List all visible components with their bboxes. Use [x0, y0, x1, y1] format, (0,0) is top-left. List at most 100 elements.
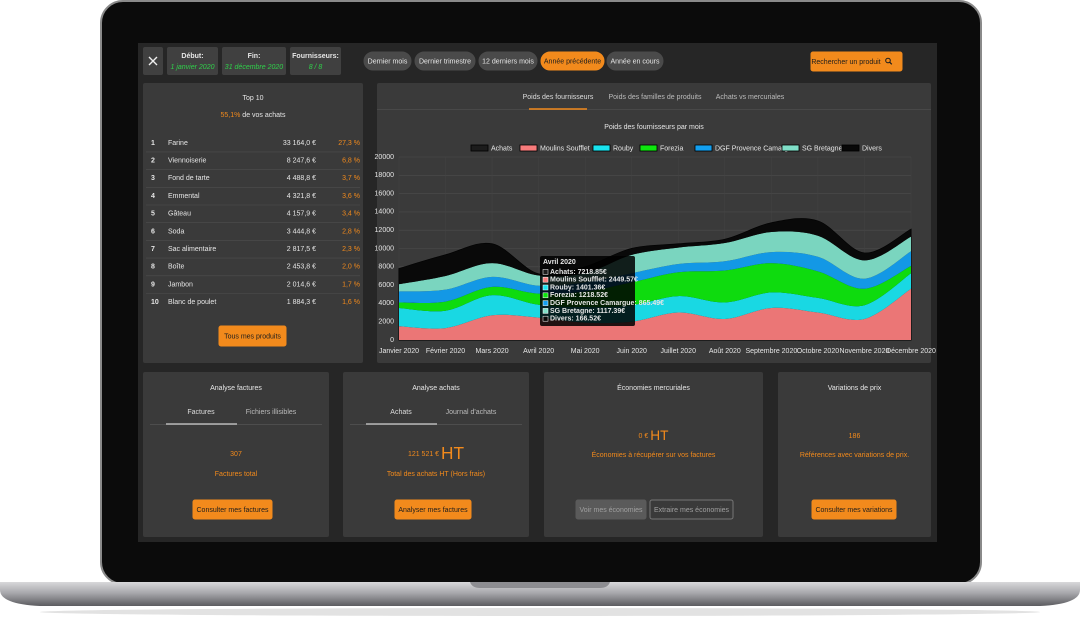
search-icon-handle[interactable]	[889, 61, 893, 65]
chart-tab[interactable]: Poids des familles de produits	[609, 94, 702, 101]
legend-swatch[interactable]	[519, 144, 538, 152]
card-tab[interactable]: Journal d'achats	[446, 409, 497, 416]
row-share: 1,7 %	[342, 281, 360, 288]
x-tick-label: Février 2020	[426, 348, 465, 355]
search-icon[interactable]	[885, 57, 891, 64]
filter-value: 8 / 8	[309, 64, 323, 71]
row-rank: 10	[151, 299, 159, 306]
legend-label: Rouby	[613, 145, 634, 152]
card-tab[interactable]: Factures	[166, 409, 237, 425]
card-button-bg[interactable]	[192, 499, 273, 520]
card-button[interactable]: Voir mes économies	[575, 499, 647, 520]
card-tab[interactable]: Fichiers illisibles	[246, 409, 297, 416]
y-tick-label: 6000	[378, 282, 394, 289]
card-value-number: 0 €	[639, 433, 649, 440]
chart-tab[interactable]: Achats vs mercuriales	[716, 94, 785, 101]
row-share: 3,6 %	[342, 193, 360, 200]
y-tick-label: 16000	[375, 190, 395, 197]
legend-item[interactable]: Rouby	[592, 144, 634, 152]
legend-swatch[interactable]	[781, 144, 800, 152]
tooltip-bg	[540, 256, 635, 326]
card	[143, 372, 329, 537]
chart-tab-label: Poids des fournisseurs	[523, 94, 594, 101]
card-caption: Références avec variations de prix.	[800, 452, 909, 459]
chart-tab-label: Poids des familles de produits	[609, 94, 702, 101]
tooltip-line: Moulins Soufflet: 2449.57€	[550, 277, 638, 284]
legend-label: Moulins Soufflet	[540, 145, 590, 152]
card-button-label: Consulter mes variations	[815, 507, 893, 514]
card-tab[interactable]: Achats	[366, 409, 437, 425]
period-button[interactable]: Dernier trimestre	[414, 51, 476, 71]
card-button[interactable]: Extraire mes économies	[649, 499, 734, 520]
row-rank: 2	[151, 158, 155, 165]
card-value: 307	[230, 451, 242, 458]
period-button[interactable]: Année précédente	[540, 51, 605, 71]
legend-swatch[interactable]	[470, 144, 489, 152]
legend-item[interactable]: DGF Provence Camargue	[694, 144, 796, 152]
card-button[interactable]: Consulter mes variations	[811, 499, 897, 520]
x-tick-label: Octobre 2020	[797, 348, 840, 355]
tooltip-line: Divers: 166.52€	[550, 316, 601, 323]
all-products-button-bg[interactable]	[218, 325, 287, 347]
row-share: 6,8 %	[342, 158, 360, 165]
period-button-label: Dernier mois	[368, 58, 408, 65]
close-button[interactable]	[143, 47, 163, 75]
row-name: Viennoiserie	[168, 158, 207, 165]
tooltip-line: Forezia: 1218.52€	[550, 292, 608, 299]
card-button-bg[interactable]	[811, 499, 897, 520]
card-button-bg[interactable]	[649, 499, 734, 520]
y-tick-label: 8000	[378, 264, 394, 271]
row-name: Soda	[168, 228, 184, 235]
period-button-bg[interactable]	[478, 51, 538, 71]
period-button[interactable]: Dernier mois	[363, 51, 412, 71]
close-icon[interactable]	[148, 56, 158, 66]
x-tick-label: Juillet 2020	[661, 348, 697, 355]
card-title: Variations de prix	[828, 385, 882, 392]
series-area	[399, 218, 911, 285]
card-button-label: Extraire mes économies	[654, 507, 730, 514]
row-rank: 8	[151, 264, 155, 271]
legend-swatch[interactable]	[841, 144, 860, 152]
search-button[interactable]: Rechercher un produit	[810, 51, 903, 72]
series-area	[399, 251, 911, 303]
period-button[interactable]: 12 derniers mois	[478, 51, 538, 71]
search-button-bg[interactable]	[810, 51, 903, 72]
period-button-bg[interactable]	[540, 51, 605, 71]
period-button-bg[interactable]	[363, 51, 412, 71]
legend-item[interactable]: Achats	[470, 144, 513, 152]
period-button-label: Dernier trimestre	[419, 58, 471, 65]
legend-item[interactable]: Forezia	[639, 144, 683, 152]
legend-swatch[interactable]	[639, 144, 658, 152]
card-button[interactable]: Consulter mes factures	[192, 499, 273, 520]
legend-swatch[interactable]	[694, 144, 713, 152]
legend-item[interactable]: SG Bretagne	[781, 144, 843, 152]
y-tick-label: 12000	[375, 227, 395, 234]
card-button-bg[interactable]	[394, 499, 472, 520]
card-tab-label: Fichiers illisibles	[246, 409, 297, 416]
period-button[interactable]: Année en cours	[606, 51, 664, 71]
legend-item[interactable]: Moulins Soufflet	[519, 144, 590, 152]
all-products-button[interactable]: Tous mes produits	[218, 325, 287, 347]
card-title: Analyse factures	[210, 385, 262, 392]
filter-label: Début:	[181, 53, 203, 60]
card-button-label: Consulter mes factures	[197, 507, 269, 514]
laptop-shadow	[40, 608, 1040, 616]
chart-tab[interactable]: Poids des fournisseurs	[523, 94, 594, 110]
card-value: 186	[849, 433, 861, 440]
period-button-bg[interactable]	[606, 51, 664, 71]
tooltip-swatch	[542, 269, 549, 275]
filter-label: Fournisseurs:	[292, 53, 339, 60]
top10-share-text: de vos achats	[242, 112, 286, 119]
period-button-bg[interactable]	[414, 51, 476, 71]
row-share: 3,7 %	[342, 175, 360, 182]
row-share: 2,0 %	[342, 264, 360, 271]
legend-swatch[interactable]	[592, 144, 611, 152]
tooltip-swatch	[542, 300, 549, 306]
card-button-bg[interactable]	[575, 499, 647, 520]
card-button[interactable]: Analyser mes factures	[394, 499, 472, 520]
tooltip-line: DGF Provence Camargue: 865.49€	[550, 300, 664, 307]
legend-item[interactable]: Divers	[841, 144, 882, 152]
row-rank: 5	[151, 211, 155, 218]
filter-label: Fin:	[248, 53, 261, 60]
